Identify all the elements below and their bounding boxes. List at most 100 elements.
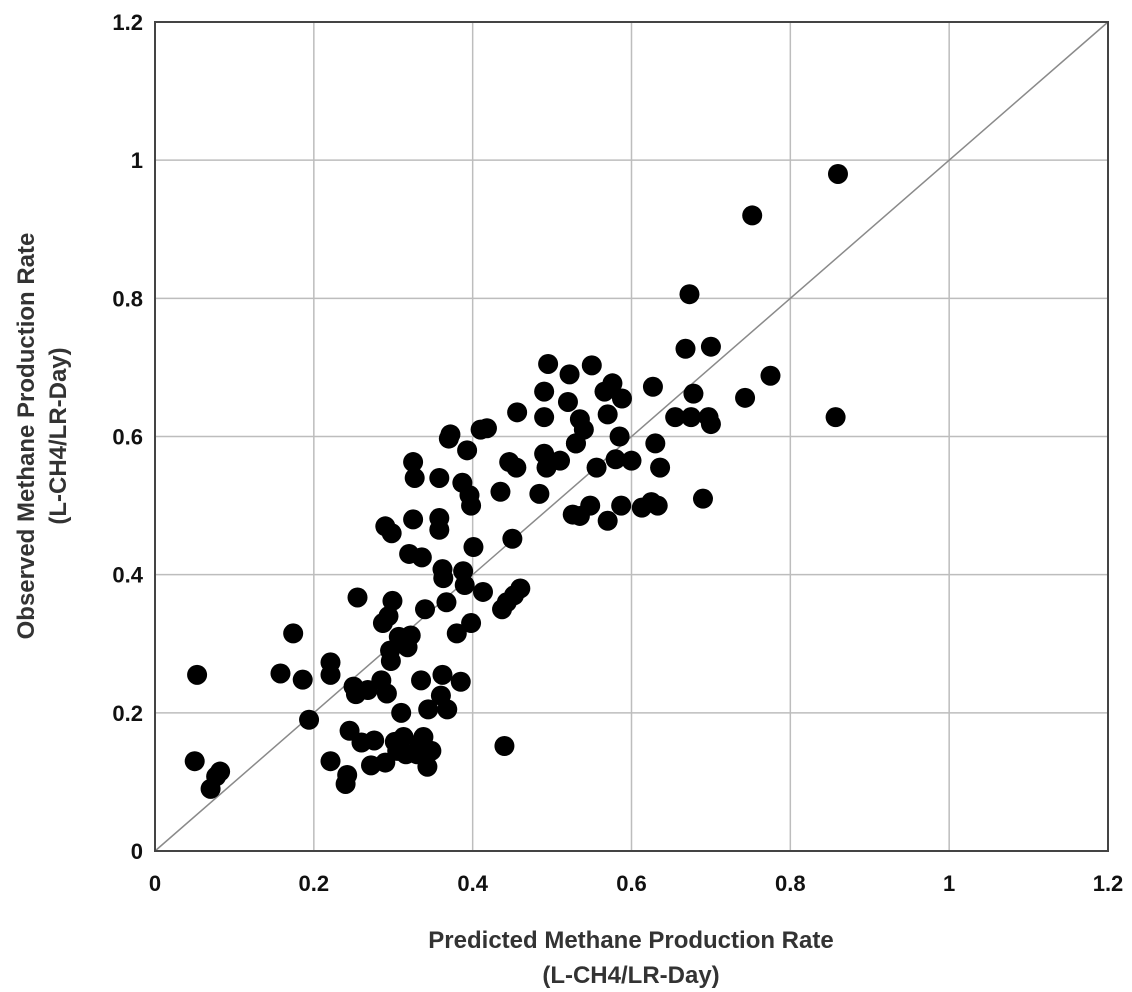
data-point	[529, 483, 550, 504]
data-point	[534, 381, 555, 402]
data-point	[609, 426, 630, 447]
data-point	[210, 761, 231, 782]
data-point	[417, 756, 438, 777]
data-point	[391, 702, 412, 723]
data-point	[320, 664, 341, 685]
data-point	[187, 664, 208, 685]
y-tick-label: 0	[131, 839, 143, 864]
data-point	[436, 592, 457, 613]
data-point	[559, 364, 580, 385]
data-point	[581, 355, 602, 376]
y-axis-title: Observed Methane Production Rate	[13, 233, 40, 640]
data-point	[760, 365, 781, 386]
data-point	[433, 568, 454, 589]
data-point	[825, 407, 846, 428]
data-point	[642, 376, 663, 397]
data-point	[586, 457, 607, 478]
data-point	[573, 419, 594, 440]
data-point	[735, 387, 756, 408]
data-point	[490, 481, 511, 502]
data-point	[376, 683, 397, 704]
data-point	[683, 383, 704, 404]
data-point	[494, 735, 515, 756]
data-point	[337, 765, 358, 786]
data-point	[502, 528, 523, 549]
data-point	[472, 581, 493, 602]
data-point	[611, 495, 632, 516]
data-point	[404, 467, 425, 488]
data-point	[510, 578, 531, 599]
data-point	[602, 373, 623, 394]
data-point	[378, 606, 399, 627]
data-point	[403, 509, 424, 530]
data-points	[184, 163, 848, 799]
data-point	[418, 699, 439, 720]
data-point	[538, 353, 559, 374]
data-point	[605, 449, 626, 470]
plot-area	[154, 21, 1109, 852]
data-point	[611, 388, 632, 409]
data-point	[283, 623, 304, 644]
data-point	[461, 495, 482, 516]
data-point	[446, 623, 467, 644]
data-point	[742, 205, 763, 226]
data-point	[292, 669, 313, 690]
data-point	[437, 699, 458, 720]
data-point	[457, 440, 478, 461]
data-point	[461, 613, 482, 634]
data-point	[550, 450, 571, 471]
data-point	[580, 495, 601, 516]
data-point	[454, 575, 475, 596]
data-point	[597, 404, 618, 425]
data-point	[534, 407, 555, 428]
data-point	[506, 457, 527, 478]
x-tick-label: 0.4	[457, 871, 488, 896]
data-point	[665, 407, 686, 428]
data-point	[650, 457, 671, 478]
data-point	[421, 740, 442, 761]
x-tick-label: 0.8	[775, 871, 806, 896]
data-point	[827, 163, 848, 184]
data-point	[463, 537, 484, 558]
data-point	[411, 670, 432, 691]
data-point	[700, 414, 721, 435]
x-tick-label: 0.6	[616, 871, 647, 896]
data-point	[507, 402, 528, 423]
y-tick-label: 0.6	[112, 425, 143, 450]
x-tick-label: 0	[149, 871, 161, 896]
data-point	[429, 519, 450, 540]
data-point	[382, 590, 403, 611]
x-tick-label: 0.2	[299, 871, 330, 896]
data-point	[400, 625, 421, 646]
data-point	[184, 751, 205, 772]
data-point	[700, 336, 721, 357]
x-tick-label: 1.2	[1093, 871, 1124, 896]
data-point	[440, 424, 461, 445]
data-point	[393, 727, 414, 748]
y-tick-label: 1.2	[112, 10, 143, 35]
data-point	[403, 452, 424, 473]
data-point	[476, 418, 497, 439]
data-point	[432, 664, 453, 685]
data-point	[411, 547, 432, 568]
data-point	[320, 751, 341, 772]
y-axis-units: (L-CH4/LR-Day)	[45, 347, 72, 524]
data-point	[270, 663, 291, 684]
x-tick-label: 1	[943, 871, 955, 896]
data-point	[364, 730, 385, 751]
y-tick-label: 0.2	[112, 701, 143, 726]
data-point	[597, 510, 618, 531]
y-axis-tick-labels: 0 0.2 0.4 0.6 0.8 1 1.2	[112, 10, 143, 864]
y-tick-label: 0.4	[112, 563, 143, 588]
x-axis-title: Predicted Methane Production Rate	[428, 927, 833, 954]
data-point	[621, 450, 642, 471]
data-point	[450, 671, 471, 692]
x-axis-units: (L-CH4/LR-Day)	[542, 962, 719, 989]
data-point	[557, 391, 578, 412]
data-point	[679, 284, 700, 305]
y-tick-label: 1	[131, 148, 143, 173]
data-point	[429, 467, 450, 488]
data-point	[692, 488, 713, 509]
data-point	[380, 651, 401, 672]
